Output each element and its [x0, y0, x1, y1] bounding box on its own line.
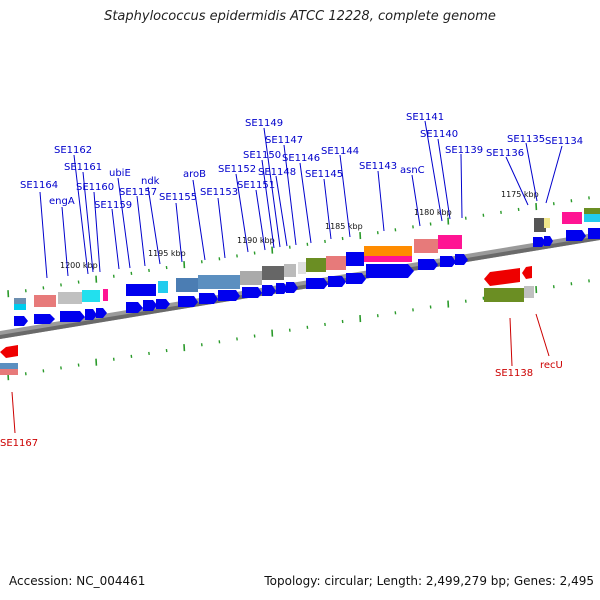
accession-label: Accession: NC_004461 — [9, 574, 146, 588]
gene-label[interactable]: SE1148 — [258, 167, 296, 178]
scale-ticks-upper — [7, 196, 590, 298]
gene-label[interactable]: SE1144 — [321, 146, 359, 157]
gene-label[interactable]: SE1147 — [265, 135, 303, 146]
gene-label[interactable]: SE1160 — [76, 182, 114, 193]
gene-label[interactable]: SE1134 — [545, 136, 583, 147]
genome-title: Staphylococcus epidermidis ATCC 12228, c… — [104, 9, 496, 24]
gene-label[interactable]: SE1159 — [94, 200, 132, 211]
gene-label[interactable]: SE1140 — [420, 129, 458, 140]
gene-label[interactable]: SE1151 — [237, 180, 275, 191]
gene-label[interactable]: SE1145 — [305, 169, 343, 180]
gene-label[interactable]: SE1149 — [245, 118, 283, 129]
tick-label: 1175 kbp — [501, 190, 539, 199]
feature-blocks-forward — [14, 208, 600, 310]
gene-label[interactable]: ubiE — [109, 168, 131, 179]
gene-label[interactable]: ndk — [141, 176, 160, 187]
gene-label[interactable]: asnC — [400, 165, 425, 176]
gene-label[interactable]: SE1143 — [359, 161, 397, 172]
gene-label[interactable]: SE1161 — [64, 162, 102, 173]
gene-label[interactable]: SE1167 — [0, 438, 38, 449]
tick-label: 1195 kbp — [148, 249, 186, 258]
gene-label[interactable]: recU — [540, 360, 563, 371]
gene-label[interactable]: SE1136 — [486, 148, 524, 159]
reverse-gene-labels: SE1138 recU SE1167 — [0, 313, 563, 449]
gene-label[interactable]: SE1157 — [119, 187, 157, 198]
tick-label: 1185 kbp — [325, 222, 363, 231]
gene-label[interactable]: SE1146 — [282, 153, 320, 164]
gene-label[interactable]: SE1141 — [406, 112, 444, 123]
tick-label: 1190 kbp — [237, 236, 275, 245]
gene-arrows-forward[interactable] — [14, 228, 600, 326]
gene-label[interactable]: SE1135 — [507, 134, 545, 145]
gene-label[interactable]: SE1162 — [54, 145, 92, 156]
gene-label[interactable]: SE1153 — [200, 187, 238, 198]
gene-label[interactable]: SE1155 — [159, 192, 197, 203]
topology-summary: Topology: circular; Length: 2,499,279 bp… — [264, 574, 594, 588]
gene-label[interactable]: SE1152 — [218, 164, 256, 175]
tick-label: 1180 kbp — [414, 208, 452, 217]
forward-gene-labels: SE1164 engA SE1162 SE1161 SE1160 SE1159 … — [20, 112, 583, 279]
gene-label[interactable]: aroB — [183, 169, 206, 180]
gene-arrows-reverse[interactable] — [0, 266, 532, 358]
gene-label[interactable]: SE1164 — [20, 180, 58, 191]
feature-blocks-reverse — [0, 286, 534, 375]
gene-label[interactable]: engA — [49, 196, 75, 207]
gene-label[interactable]: SE1138 — [495, 368, 533, 379]
gene-label[interactable]: SE1150 — [243, 150, 281, 161]
gene-label[interactable]: SE1139 — [445, 145, 483, 156]
tick-label: 1200 kbp — [60, 261, 98, 270]
